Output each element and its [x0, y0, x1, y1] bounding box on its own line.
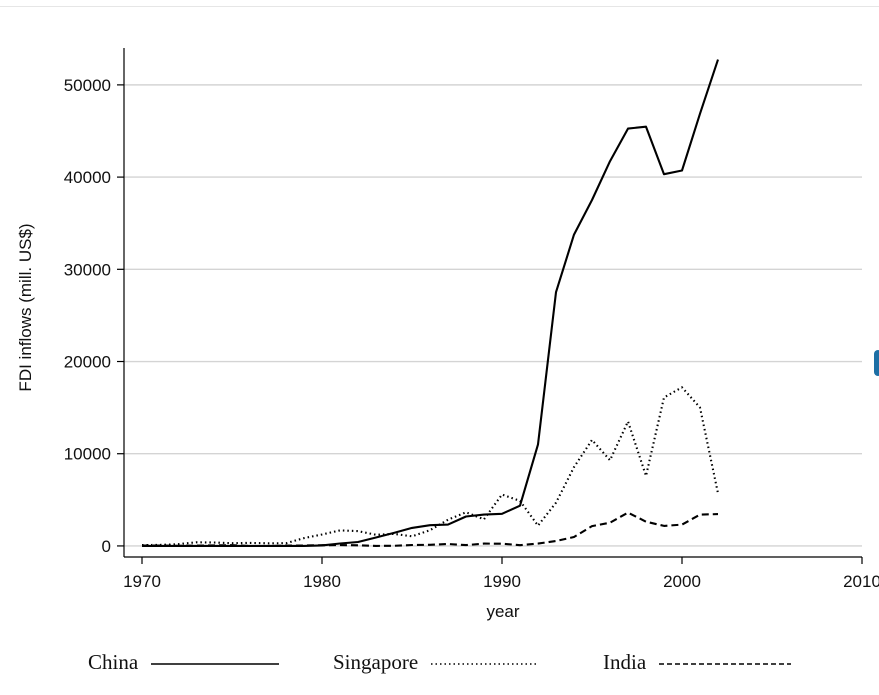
top-divider: [0, 6, 879, 7]
y-tick-label-10000: 10000: [64, 445, 111, 464]
legend: China Singapore India: [0, 648, 879, 682]
y-tick-label-20000: 20000: [64, 353, 111, 372]
legend-label-singapore: Singapore: [333, 649, 419, 674]
x-axis-label: year: [486, 602, 519, 621]
legend-label-india: India: [603, 649, 647, 674]
y-tick-label-50000: 50000: [64, 76, 111, 95]
y-axis-label: FDI inflows (mill. US$): [16, 223, 35, 391]
series-line-singapore: [141, 386, 720, 547]
legend-item-china: China: [88, 648, 280, 675]
x-tick-label-1980: 1980: [303, 572, 341, 591]
y-tick-label-40000: 40000: [64, 168, 111, 187]
x-tick-label-2010: 2010: [843, 572, 879, 591]
edge-marker: [874, 350, 879, 376]
series-line-india: [142, 511, 719, 548]
gridlines: [124, 84, 862, 547]
series-lines: [141, 59, 720, 548]
legend-label-china: China: [88, 649, 139, 674]
series-line-china: [142, 59, 719, 547]
legend-swatch-china: [151, 663, 280, 665]
y-tick-label-30000: 30000: [64, 260, 111, 279]
legend-swatch-singapore: [431, 663, 540, 665]
x-tick-label-1970: 1970: [123, 572, 161, 591]
x-tick-label-2000: 2000: [663, 572, 701, 591]
legend-item-singapore: Singapore: [333, 648, 540, 675]
tick-labels: 0 10000 20000 30000 40000 50000 1970 1980 1990 20…: [64, 76, 879, 591]
legend-item-india: India: [603, 648, 792, 675]
legend-swatch-india: [659, 663, 792, 665]
axes: [117, 48, 863, 564]
fdi-line-chart: 0 10000 20000 30000 40000 50000 1970 1980 1990 20…: [16, 48, 879, 621]
x-tick-label-1990: 1990: [483, 572, 521, 591]
y-tick-label-0: 0: [102, 537, 111, 556]
